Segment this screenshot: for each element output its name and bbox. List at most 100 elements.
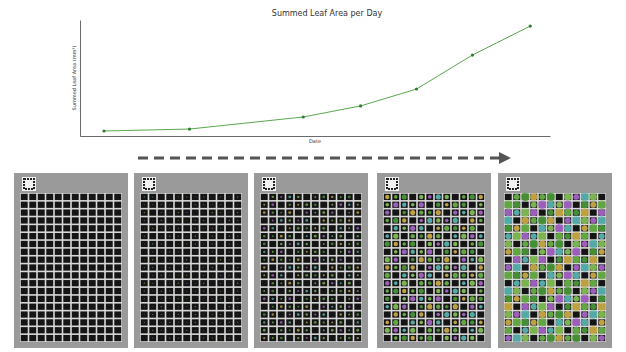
plant — [598, 327, 605, 334]
tray-cell — [72, 249, 79, 255]
tray-cell — [89, 209, 96, 215]
tray-cell — [166, 311, 173, 317]
plant — [195, 236, 196, 237]
tray-cell — [573, 327, 580, 333]
tray-cell — [269, 311, 276, 317]
tray-cell — [72, 233, 79, 239]
plant — [203, 243, 205, 245]
plant — [564, 225, 571, 232]
plant — [445, 289, 449, 293]
tray-cell — [295, 241, 302, 247]
tray-cell — [72, 304, 79, 310]
tray-cell — [556, 217, 563, 223]
plant — [357, 337, 359, 339]
tray-cell — [505, 257, 512, 263]
tray-cell — [158, 209, 165, 215]
plant — [161, 314, 162, 315]
plant — [229, 251, 230, 252]
tray-cell — [443, 327, 450, 333]
tray-cell — [418, 233, 425, 239]
tray-cell — [217, 335, 224, 341]
tray-cell — [320, 319, 327, 325]
tray-cell — [106, 304, 113, 310]
plant — [280, 274, 282, 276]
plant — [548, 210, 554, 216]
tray-cell — [175, 311, 182, 317]
tray-cell — [149, 194, 156, 200]
plant — [178, 306, 179, 307]
tray-cell — [106, 296, 113, 302]
plant — [419, 195, 423, 199]
tray-cell — [522, 233, 529, 239]
tray-cell — [337, 288, 344, 294]
tray-cell — [469, 319, 476, 325]
tray-cell — [564, 335, 571, 341]
plant — [564, 209, 571, 216]
plant — [263, 251, 265, 253]
tray-cell — [38, 217, 45, 223]
tray-cell — [530, 249, 537, 255]
plant — [348, 314, 350, 316]
plant — [152, 228, 153, 229]
tray-cell — [97, 257, 104, 263]
tray-cell — [29, 202, 36, 208]
tray-cell — [261, 217, 268, 223]
tray-cell — [418, 319, 425, 325]
tray-cell — [460, 264, 467, 270]
tray-cell — [401, 296, 408, 302]
tray-cell — [477, 311, 484, 317]
plant — [589, 326, 597, 334]
tray-cell — [278, 241, 285, 247]
plant — [229, 306, 230, 307]
plant — [385, 273, 390, 278]
tray-cell — [166, 233, 173, 239]
tray-cell — [477, 202, 484, 208]
tray-cell — [175, 225, 182, 231]
tray-cell — [460, 202, 467, 208]
tray-cell — [209, 233, 216, 239]
tray-cell — [175, 319, 182, 325]
tray-cell — [209, 327, 216, 333]
plant — [144, 236, 145, 237]
plant — [289, 243, 291, 245]
plant — [289, 227, 291, 229]
plant — [538, 287, 546, 295]
plant — [581, 279, 589, 287]
plant — [331, 321, 333, 323]
tray-cell — [29, 264, 36, 270]
tray-cell — [38, 264, 45, 270]
tray-cell — [539, 272, 546, 278]
plant — [272, 282, 274, 284]
plant — [323, 219, 325, 221]
plant — [263, 259, 265, 261]
marker — [359, 104, 362, 107]
plant — [220, 228, 221, 229]
plant — [220, 314, 221, 315]
tray-cell — [192, 335, 199, 341]
plant — [263, 243, 266, 246]
tray-cell — [573, 311, 580, 317]
tray-cell — [141, 225, 148, 231]
tray-cell — [55, 225, 62, 231]
plant — [411, 336, 415, 340]
time-arrow — [138, 157, 500, 160]
tray-cell — [384, 288, 391, 294]
tray-cell — [443, 272, 450, 278]
tray-cell — [46, 264, 53, 270]
plant — [314, 258, 316, 260]
plant — [581, 295, 589, 303]
tray-cell — [392, 280, 399, 286]
tray-cell — [337, 202, 344, 208]
plant — [590, 264, 597, 271]
tray-cell — [226, 257, 233, 263]
plant — [280, 250, 283, 253]
tray-cell — [443, 202, 450, 208]
plant — [436, 328, 440, 332]
tray-cell — [418, 249, 425, 255]
tray-cell — [418, 280, 425, 286]
tray-cell — [261, 288, 268, 294]
tray-cell — [505, 327, 512, 333]
qr-code — [264, 179, 274, 189]
plant — [539, 225, 546, 232]
plant — [348, 196, 351, 199]
